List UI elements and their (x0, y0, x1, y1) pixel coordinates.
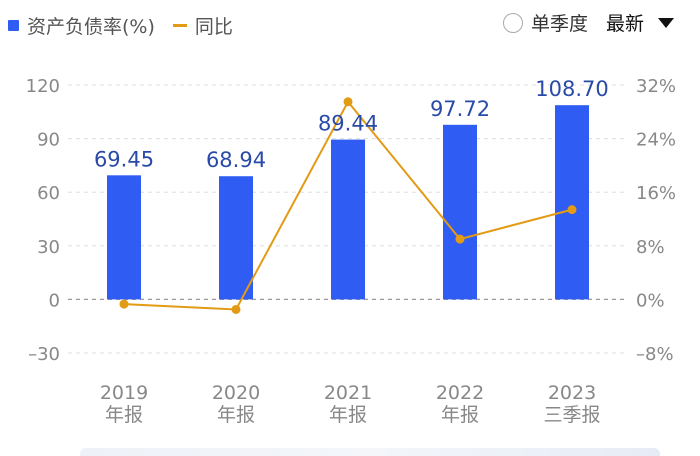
bar (219, 176, 253, 300)
bar-value-labels: 69.45 68.94 89.44 97.72 108.70 (94, 77, 609, 172)
yoy-point (231, 304, 241, 314)
left-tick-label: 90 (37, 130, 60, 151)
left-tick-label: 120 (26, 76, 60, 97)
left-tick-label: 30 (37, 237, 60, 258)
x-tick-year: 2019 (100, 382, 148, 404)
right-tick-label: 24% (636, 130, 676, 151)
x-tick-year: 2020 (212, 382, 260, 404)
right-axis: 32% 24% 16% 8% 0% –8% (636, 76, 676, 365)
legend-bar-label: 资产负债率(%) (27, 16, 155, 38)
line-series (119, 97, 577, 314)
bottom-scroll-hint (80, 448, 660, 456)
single-quarter-label: 单季度 (530, 13, 588, 35)
left-tick-label: 0 (49, 290, 60, 311)
left-tick-label: –30 (28, 344, 60, 365)
bar-value-label: 97.72 (430, 97, 490, 121)
x-tick-period: 年报 (217, 404, 255, 426)
bar-value-label: 108.70 (535, 77, 608, 101)
x-tick-period: 年报 (105, 404, 143, 426)
x-tick-period: 三季报 (543, 404, 600, 426)
line-swatch-icon (172, 24, 187, 27)
bar (331, 139, 365, 300)
x-tick-year: 2021 (324, 382, 372, 404)
right-tick-label: 16% (636, 183, 676, 204)
caret-down-icon (658, 17, 674, 28)
yoy-point (567, 205, 577, 215)
radio-circle-icon (502, 12, 523, 33)
bar-value-label: 89.44 (318, 112, 378, 136)
bar-swatch-icon (8, 20, 19, 31)
chart-header: 资产负债率(%) 同比 单季度 最新 (0, 0, 700, 46)
period-dropdown-label: 最新 (605, 13, 644, 35)
right-tick-label: 0% (636, 290, 665, 311)
bar (555, 105, 589, 300)
right-tick-label: –8% (636, 344, 674, 365)
yoy-point (455, 234, 465, 244)
bar-value-label: 68.94 (206, 148, 266, 172)
x-tick-year: 2023 (548, 382, 596, 404)
legend-line-label: 同比 (194, 16, 233, 38)
right-tick-label: 8% (636, 237, 665, 258)
right-tick-label: 32% (636, 76, 676, 97)
legend-item-line[interactable]: 同比 (172, 12, 233, 39)
x-tick-year: 2022 (436, 382, 484, 404)
period-dropdown[interactable]: 最新 (606, 9, 674, 36)
left-axis: 120 90 60 30 0 –30 (26, 76, 60, 365)
bar (107, 175, 141, 300)
chart-controls: 单季度 最新 (502, 9, 674, 36)
single-quarter-radio[interactable]: 单季度 (502, 9, 588, 36)
bar (443, 124, 477, 300)
x-tick-period: 年报 (441, 404, 479, 426)
yoy-point (343, 97, 353, 107)
legend: 资产负债率(%) 同比 (8, 12, 233, 39)
legend-item-bar[interactable]: 资产负债率(%) (8, 12, 155, 39)
bar-series (107, 105, 589, 300)
x-tick-period: 年报 (329, 404, 367, 426)
left-tick-label: 60 (37, 183, 60, 204)
yoy-point (119, 299, 129, 309)
bar-value-label: 69.45 (94, 147, 154, 171)
